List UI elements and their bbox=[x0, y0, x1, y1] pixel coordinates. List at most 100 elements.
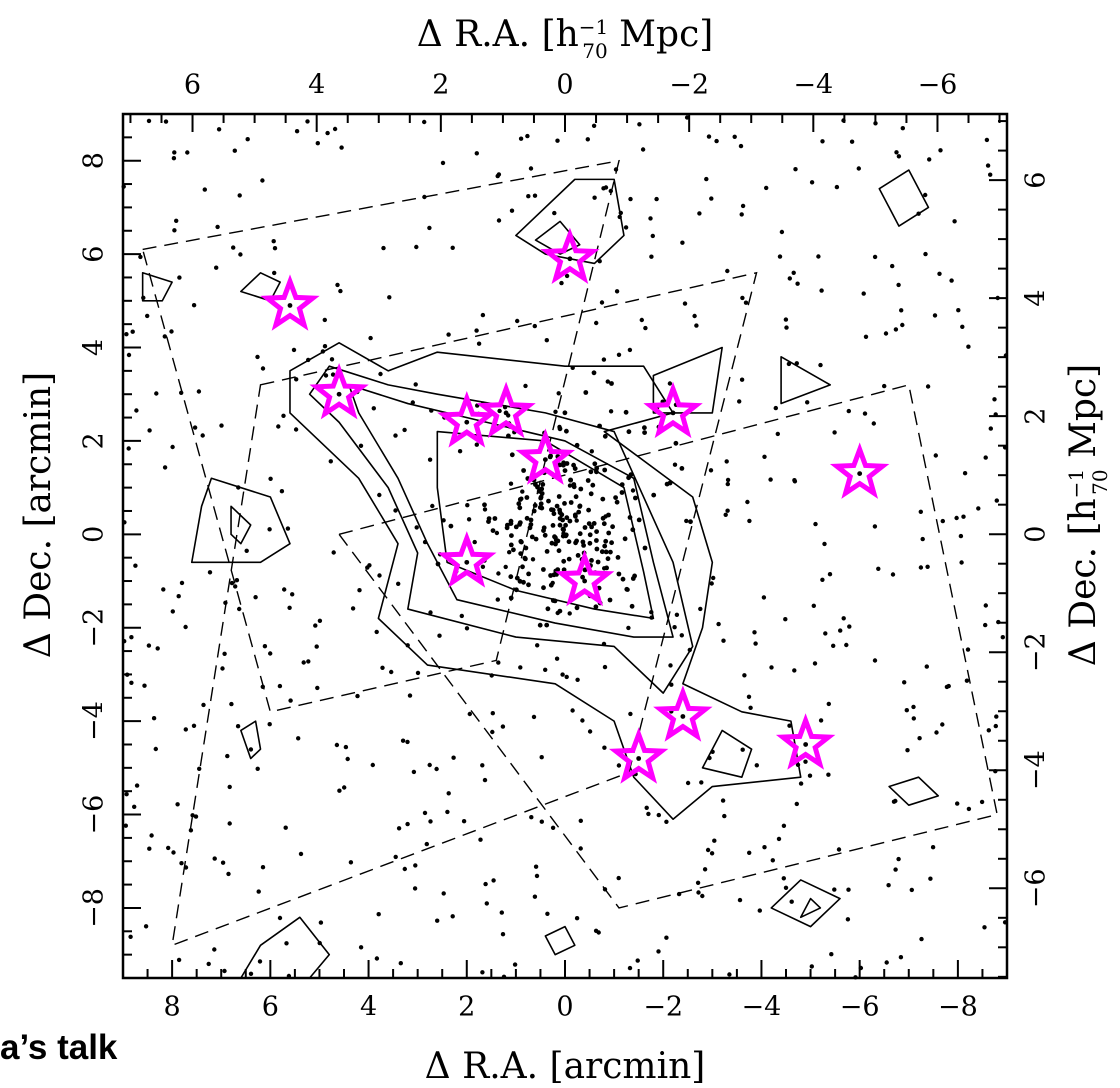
galaxy-point bbox=[585, 137, 590, 142]
galaxy-point bbox=[484, 901, 489, 906]
galaxy-point bbox=[162, 334, 167, 339]
galaxy-point bbox=[757, 908, 762, 913]
galaxy-point bbox=[563, 533, 569, 539]
galaxy-point bbox=[564, 461, 570, 466]
galaxy-point bbox=[949, 278, 954, 283]
contour-level-1 bbox=[780, 356, 832, 405]
galaxy-point bbox=[642, 545, 648, 551]
galaxy-point bbox=[345, 756, 350, 762]
galaxy-point bbox=[960, 324, 965, 329]
galaxy-point bbox=[482, 502, 487, 508]
galaxy-point bbox=[732, 134, 737, 139]
galaxy-point bbox=[508, 481, 514, 486]
galaxy-point bbox=[429, 408, 434, 413]
galaxy-point bbox=[294, 129, 300, 134]
galaxy-point bbox=[617, 214, 622, 220]
galaxy-point bbox=[276, 424, 281, 429]
galaxy-point bbox=[523, 383, 528, 389]
galaxy-point bbox=[518, 539, 524, 544]
galaxy-point bbox=[233, 584, 238, 589]
galaxy-point bbox=[954, 515, 959, 521]
galaxy-point bbox=[902, 680, 907, 685]
galaxy-point bbox=[129, 635, 134, 640]
galaxy-point bbox=[412, 886, 418, 891]
galaxy-point bbox=[896, 154, 902, 159]
galaxy-point bbox=[911, 704, 916, 710]
galaxy-point bbox=[564, 515, 570, 521]
galaxy-point bbox=[976, 506, 981, 511]
galaxy-point bbox=[792, 478, 797, 483]
galaxy-point bbox=[472, 539, 477, 545]
galaxy-point bbox=[185, 150, 190, 155]
galaxy-point bbox=[556, 391, 561, 396]
galaxy-point bbox=[457, 449, 463, 454]
x-tick-label-top: −6 bbox=[918, 70, 958, 101]
galaxy-point bbox=[616, 571, 622, 577]
galaxy-point bbox=[517, 497, 523, 502]
galaxy-point bbox=[925, 564, 930, 569]
galaxy-point bbox=[325, 130, 330, 136]
galaxy-point bbox=[809, 180, 815, 185]
galaxy-point bbox=[445, 809, 450, 815]
highlighted-star-center bbox=[542, 457, 548, 462]
galaxy-point bbox=[777, 254, 783, 259]
y-tick-label-right: −4 bbox=[1021, 750, 1052, 790]
galaxy-point bbox=[287, 605, 292, 610]
galaxy-point bbox=[573, 540, 578, 546]
galaxy-point bbox=[556, 548, 562, 554]
galaxy-point bbox=[626, 429, 632, 435]
galaxy-point bbox=[807, 773, 813, 778]
galaxy-point bbox=[709, 196, 714, 201]
galaxy-point bbox=[413, 863, 418, 868]
galaxy-point bbox=[791, 270, 796, 275]
galaxy-point bbox=[574, 442, 580, 448]
galaxy-point bbox=[495, 597, 500, 602]
galaxy-point bbox=[557, 522, 563, 528]
galaxy-point bbox=[222, 968, 227, 974]
galaxy-point bbox=[138, 254, 143, 260]
galaxy-point bbox=[595, 559, 601, 565]
galaxy-point bbox=[567, 483, 573, 488]
y-tick-label-right: 2 bbox=[1021, 408, 1052, 425]
galaxy-point bbox=[143, 924, 149, 929]
galaxy-point bbox=[529, 815, 534, 820]
galaxy-point bbox=[380, 665, 385, 670]
galaxy-point bbox=[370, 762, 375, 768]
galaxy-point bbox=[564, 674, 569, 680]
galaxy-point bbox=[818, 362, 823, 368]
galaxy-point bbox=[526, 582, 531, 588]
galaxy-point bbox=[602, 887, 608, 892]
galaxy-point bbox=[450, 914, 455, 919]
galaxy-point bbox=[520, 489, 525, 494]
galaxy-point bbox=[795, 281, 800, 286]
galaxy-point bbox=[714, 138, 719, 144]
galaxy-point bbox=[846, 408, 851, 414]
galaxy-point bbox=[627, 347, 633, 353]
y-tick-label-left: 2 bbox=[79, 432, 110, 449]
galaxy-point bbox=[992, 397, 997, 402]
galaxy-point bbox=[576, 509, 582, 515]
galaxy-point bbox=[769, 665, 774, 670]
galaxy-point bbox=[608, 188, 613, 194]
x-tick-label-bottom: 6 bbox=[262, 992, 279, 1023]
galaxy-point bbox=[291, 347, 297, 353]
y2-label-sub: 70 bbox=[1088, 469, 1112, 494]
galaxy-point bbox=[166, 845, 171, 851]
galaxy-point bbox=[551, 511, 557, 517]
galaxy-point bbox=[516, 501, 522, 507]
galaxy-point bbox=[134, 783, 140, 788]
galaxy-point bbox=[893, 327, 899, 332]
galaxy-point bbox=[538, 501, 544, 507]
galaxy-point bbox=[440, 160, 446, 166]
contour-level-2 bbox=[230, 505, 252, 545]
axis-ticks bbox=[122, 113, 1008, 979]
galaxy-point bbox=[201, 702, 206, 708]
galaxy-point bbox=[798, 781, 804, 786]
contour-level-1 bbox=[515, 178, 625, 265]
galaxy-point bbox=[630, 576, 636, 581]
y-axis-title-right: Δ Dec. [h−170 Mpc] bbox=[1063, 364, 1112, 666]
galaxy-point bbox=[126, 352, 132, 358]
galaxy-point bbox=[532, 323, 537, 329]
galaxy-point bbox=[610, 524, 615, 530]
galaxy-point bbox=[705, 847, 711, 853]
